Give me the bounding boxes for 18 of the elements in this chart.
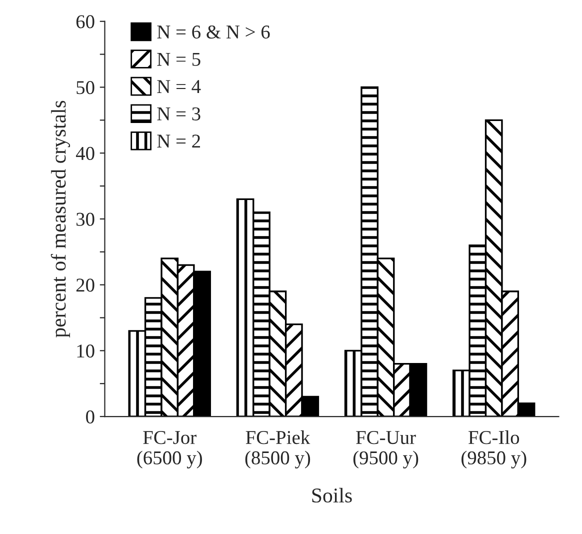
legend-label: N = 3	[157, 107, 200, 120]
legend-label: N = 4	[157, 80, 201, 93]
y-tick-label: 60	[76, 15, 94, 28]
y-tick-label: 50	[76, 81, 94, 94]
x-axis-title: Soils	[312, 488, 352, 503]
legend-label: N = 2	[157, 134, 200, 148]
y-axis-title: percent of measured crystals	[50, 100, 70, 338]
legend-label: N = 5	[157, 52, 200, 66]
y-tick-label: 40	[76, 146, 94, 160]
y-tick-label: 10	[77, 344, 94, 358]
x-tick-label: FC-Uur (9500 y)	[353, 431, 418, 468]
y-tick-label: 0	[86, 410, 94, 424]
x-tick-label: FC-Ilo (9850 y)	[462, 430, 526, 468]
legend-label: N = 6 & N > 6	[157, 25, 270, 39]
x-tick-label: FC-Jor (6500 y)	[137, 431, 202, 468]
x-tick-label: FC-Piek (8500 y)	[245, 430, 310, 468]
y-tick-label: 20	[76, 278, 94, 292]
y-tick-label: 30	[76, 212, 94, 226]
